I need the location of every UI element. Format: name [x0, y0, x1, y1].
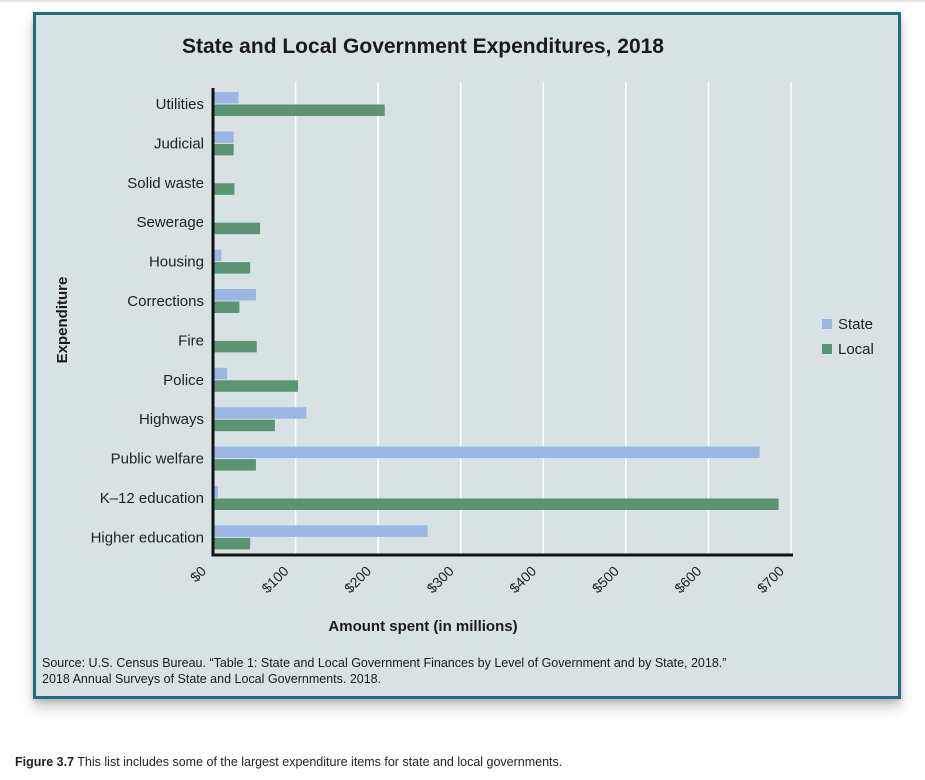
bar-state-utilities — [213, 92, 239, 104]
category-label-judicial: Judicial — [154, 135, 204, 152]
y-axis-title: Expenditure — [54, 277, 71, 364]
bar-local-utilities — [213, 104, 385, 116]
x-tick-labels: $0 $100 $200 $300 $400 $500 $600 $700 — [187, 563, 787, 596]
bar-local-housing — [213, 262, 251, 274]
category-label-higher-education: Higher education — [91, 529, 204, 546]
category-label-police: Police — [163, 372, 204, 389]
x-tick-label-500: $500 — [589, 563, 622, 596]
source-note: Source: U.S. Census Bureau. “Table 1: St… — [42, 655, 882, 687]
x-tick-label-400: $400 — [506, 563, 539, 596]
category-labels: Utilities Judicial Solid waste Sewerage Hous… — [91, 96, 204, 546]
top-divider — [0, 0, 925, 2]
caption-text: This list includes some of the largest e… — [77, 755, 563, 769]
figure-caption: Figure 3.7 This list includes some of th… — [15, 755, 915, 769]
bar-local-police — [213, 380, 299, 392]
category-label-housing: Housing — [149, 254, 204, 271]
x-tick-label-200: $200 — [341, 563, 374, 596]
bar-state-housing — [213, 249, 222, 262]
bar-state-k-12-education — [213, 486, 218, 498]
source-line-1: Source: U.S. Census Bureau. “Table 1: St… — [42, 656, 727, 670]
bar-state-higher-education — [213, 525, 428, 537]
x-tick-label-600: $600 — [671, 563, 704, 596]
bar-local-sewerage — [213, 222, 261, 235]
bar-state-public-welfare — [213, 446, 760, 459]
legend-swatch-state — [822, 319, 832, 329]
caption-label: Figure 3.7 — [15, 755, 75, 769]
bar-local-solid-waste — [213, 183, 235, 195]
source-line-2: 2018 Annual Surveys of State and Local G… — [42, 672, 382, 686]
category-label-highways: Highways — [139, 411, 204, 428]
bar-local-higher-education — [213, 537, 251, 550]
chart-title: State and Local Government Expenditures,… — [182, 35, 664, 58]
bar-local-fire — [213, 340, 257, 353]
x-tick-label-0: $0 — [187, 563, 209, 585]
bar-local-k-12-education — [213, 498, 779, 510]
bar-state-police — [213, 367, 228, 380]
x-tick-label-700: $700 — [754, 563, 787, 596]
bar-local-public-welfare — [213, 459, 256, 471]
category-label-sewerage: Sewerage — [136, 214, 204, 231]
bar-state-highways — [213, 407, 307, 419]
bar-local-judicial — [213, 143, 234, 156]
gridlines — [294, 82, 792, 555]
bars — [213, 92, 779, 550]
legend-label-local: Local — [838, 341, 874, 358]
category-label-k-12-education: K–12 education — [100, 490, 204, 507]
bar-local-highways — [213, 419, 275, 432]
category-label-utilities: Utilities — [156, 96, 204, 113]
figure-frame — [33, 12, 901, 699]
bar-chart: Utilities Judicial Solid waste Sewerage Hous… — [54, 35, 874, 635]
legend-swatch-local — [822, 344, 832, 354]
category-label-corrections: Corrections — [127, 293, 204, 310]
category-label-fire: Fire — [178, 332, 204, 349]
legend-label-state: State — [838, 316, 873, 333]
x-tick-label-100: $100 — [258, 563, 291, 596]
category-label-public-welfare: Public welfare — [111, 451, 204, 468]
legend: State Local — [822, 316, 874, 358]
bar-local-corrections — [213, 301, 240, 313]
category-label-solid-waste: Solid waste — [127, 175, 204, 192]
bar-state-judicial — [213, 131, 234, 143]
x-tick-label-300: $300 — [423, 563, 456, 596]
x-axis-title: Amount spent (in millions) — [328, 618, 517, 635]
bar-state-corrections — [213, 289, 256, 301]
